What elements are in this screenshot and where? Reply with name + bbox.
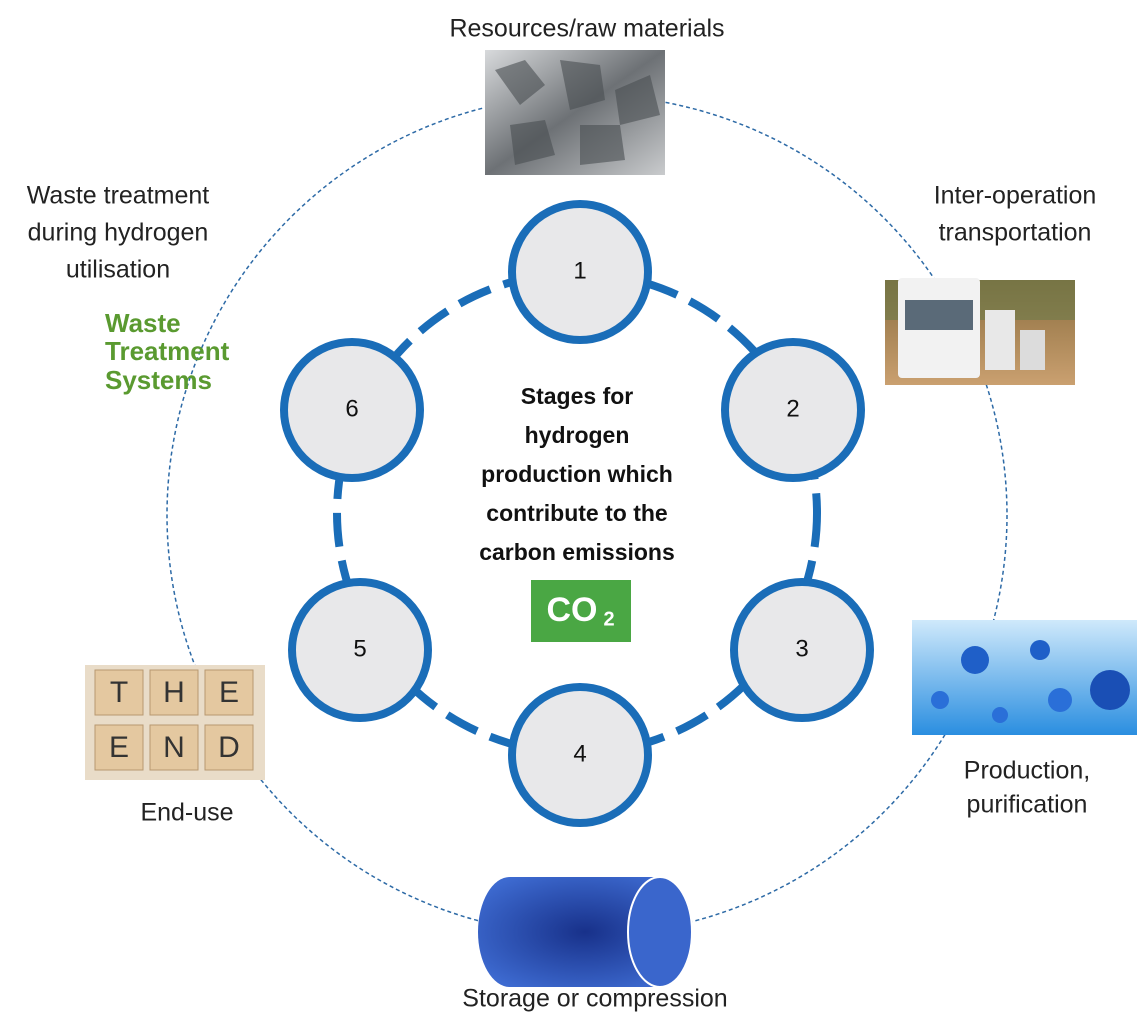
stage-label: purification (967, 791, 1088, 819)
sign-line: Treatment (105, 336, 230, 366)
node-label: 6 (345, 395, 358, 422)
waste-sign: Waste Treatment Systems (105, 308, 230, 395)
title-line: carbon emissions (479, 539, 675, 565)
stage-label: Waste treatment (27, 182, 210, 210)
stage-node (721, 338, 865, 482)
tile: N (163, 731, 185, 764)
stage-node (508, 200, 652, 344)
molecules-image (912, 620, 1137, 735)
sign-line: Waste (105, 308, 181, 338)
end-tiles-image: T H E E N D (85, 665, 265, 780)
stage-node (730, 578, 874, 722)
node-label: 5 (353, 635, 366, 662)
stage-label: during hydrogen (28, 219, 209, 247)
center-title: Stages for hydrogen production which contri… (479, 383, 675, 565)
stage-label: utilisation (66, 256, 170, 284)
truck-image (885, 278, 1075, 385)
stage-node (280, 338, 424, 482)
tile: E (219, 676, 239, 709)
title-line: hydrogen (525, 422, 630, 448)
title-line: contribute to the (486, 500, 667, 526)
rocks-image (485, 50, 665, 175)
stage-label: End-use (140, 799, 233, 827)
co2-badge (531, 580, 631, 642)
stage-label: Production, (964, 757, 1090, 785)
nodes: 1 2 3 4 5 6 (280, 200, 874, 827)
node-label: 4 (573, 740, 586, 767)
sign-line: Systems (105, 365, 212, 395)
cylinder-image (478, 876, 693, 988)
title-line: Stages for (521, 383, 634, 409)
co2-text: CO (547, 591, 598, 629)
stage-label: Storage or compression (462, 985, 727, 1013)
stage-node (508, 683, 652, 827)
node-label: 2 (786, 395, 799, 422)
title-line: production which (481, 461, 673, 487)
tile: T (110, 676, 128, 709)
tile: D (218, 731, 240, 764)
stage-label: transportation (939, 219, 1092, 247)
stage-label: Resources/raw materials (449, 15, 724, 43)
co2-sub: 2 (603, 608, 614, 630)
stage-label: Inter-operation (934, 182, 1097, 210)
node-label: 1 (573, 257, 586, 284)
tile: E (109, 731, 129, 764)
node-label: 3 (795, 635, 808, 662)
tile: H (163, 676, 185, 709)
stage-node (288, 578, 432, 722)
